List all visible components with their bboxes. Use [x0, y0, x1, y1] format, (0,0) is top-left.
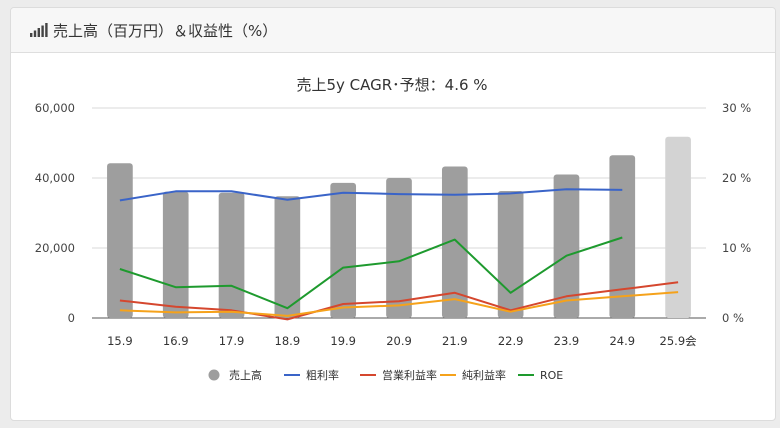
bar — [497, 190, 524, 318]
x-tick-label: 19.9 — [330, 334, 356, 348]
x-tick-label: 25.9会 — [660, 334, 698, 348]
legend-label: 営業利益率 — [382, 368, 437, 382]
x-tick-label: 22.9 — [498, 334, 524, 348]
bar — [274, 196, 301, 318]
x-tick-label: 16.9 — [163, 334, 189, 348]
bar — [609, 155, 636, 318]
bar — [218, 192, 245, 318]
bar — [330, 182, 357, 318]
legend-label: 売上高 — [229, 368, 262, 382]
series-line-粗利率 — [119, 188, 623, 202]
x-tick-label: 21.9 — [442, 334, 468, 348]
bar — [441, 166, 468, 318]
bar — [107, 163, 133, 318]
chart-title: 売上5y CAGR･予想：4.6 % — [296, 76, 487, 94]
chart-card: 売上高（百万円）＆収益性（%） — [10, 7, 776, 421]
bar-forecast — [665, 136, 691, 318]
series-line-純利益率 — [119, 291, 679, 317]
bar — [162, 191, 189, 318]
legend-label: ROE — [540, 369, 563, 382]
y-right-tick-label: 0 % — [722, 311, 744, 325]
x-tick-label: 17.9 — [219, 334, 245, 348]
y-right-tick-label: 30 % — [722, 101, 751, 115]
y-left-tick-label: 60,000 — [35, 101, 75, 115]
bar — [553, 174, 580, 318]
y-right-tick-label: 20 % — [722, 171, 751, 185]
y-left-tick-label: 20,000 — [35, 241, 75, 255]
x-tick-label: 24.9 — [609, 334, 635, 348]
bar — [386, 178, 412, 318]
card-title: 売上高（百万円）＆収益性（%） — [53, 22, 278, 40]
legend-label: 純利益率 — [462, 368, 506, 382]
x-tick-label: 23.9 — [554, 334, 580, 348]
series-line-ROE — [119, 236, 623, 310]
card-header: 売上高（百万円）＆収益性（%） — [11, 8, 775, 53]
series-line-営業利益率 — [119, 281, 679, 321]
x-tick-label: 15.9 — [107, 334, 133, 348]
legend-label: 粗利率 — [306, 368, 339, 382]
y-left-tick-label: 40,000 — [35, 171, 75, 185]
y-left-tick-label: 0 — [68, 311, 75, 325]
legend-marker — [208, 369, 220, 381]
signal-bars-icon — [30, 23, 48, 37]
x-tick-label: 20.9 — [386, 334, 412, 348]
x-tick-label: 18.9 — [275, 334, 301, 348]
y-right-tick-label: 10 % — [722, 241, 751, 255]
